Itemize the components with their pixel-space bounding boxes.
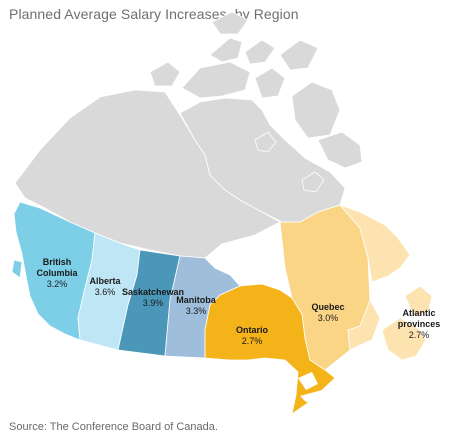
region-name: Manitoba xyxy=(176,295,216,305)
region-value: 3.2% xyxy=(46,279,68,289)
region-name: British Columbia xyxy=(36,257,78,278)
label-british-columbia: British Columbia 3.2% xyxy=(34,257,80,290)
region-british-columbia-island xyxy=(11,259,23,279)
region-name: Alberta xyxy=(89,276,121,286)
north-territories xyxy=(14,11,363,259)
region-british-columbia xyxy=(13,201,96,341)
region-value: 3.0% xyxy=(317,313,339,323)
label-ontario: Ontario 2.7% xyxy=(232,325,272,347)
label-saskatchewan: Saskatchewan 3.9% xyxy=(122,287,184,309)
source-note: Source: The Conference Board of Canada. xyxy=(9,421,218,433)
region-value: 3.6% xyxy=(94,287,116,297)
region-name: Ontario xyxy=(235,325,268,335)
great-lakes xyxy=(262,362,326,402)
region-atlantic-provinces xyxy=(338,204,433,361)
label-quebec: Quebec 3.0% xyxy=(308,302,348,324)
region-value: 3.9% xyxy=(142,298,164,308)
region-value: 2.7% xyxy=(408,330,430,340)
region-name: Atlantic provinces xyxy=(397,308,441,329)
label-manitoba: Manitoba 3.3% xyxy=(173,295,219,317)
region-value: 3.3% xyxy=(185,306,207,316)
region-name: Saskatchewan xyxy=(122,287,185,297)
region-name: Quebec xyxy=(311,302,345,312)
label-alberta: Alberta 3.6% xyxy=(86,276,124,298)
region-value: 2.7% xyxy=(241,336,263,346)
label-atlantic-provinces: Atlantic provinces 2.7% xyxy=(382,308,456,341)
